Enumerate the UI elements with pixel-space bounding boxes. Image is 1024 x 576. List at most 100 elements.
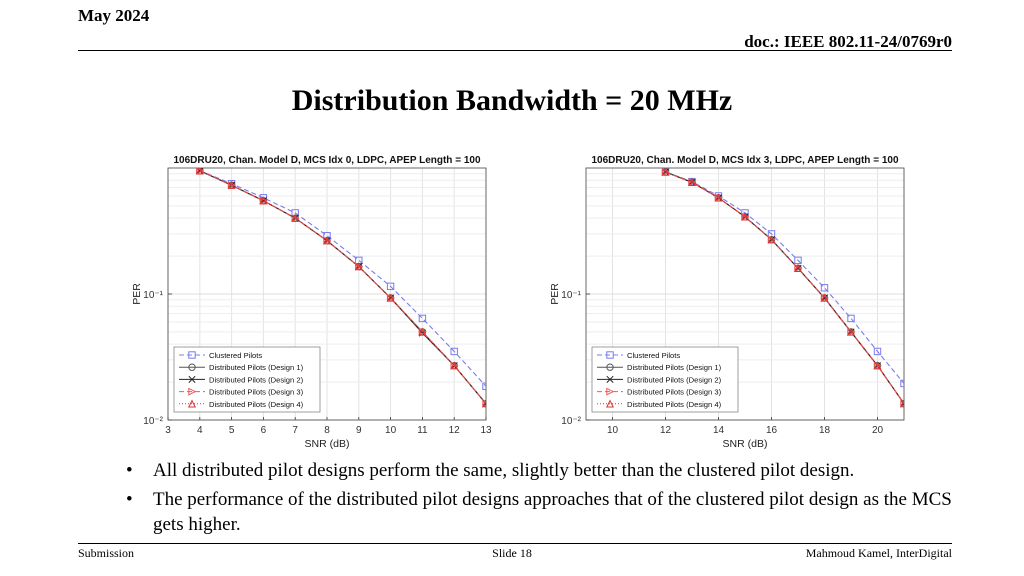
bullet-text: The performance of the distributed pilot…: [153, 489, 952, 535]
data-point: [820, 293, 829, 302]
legend-label: Distributed Pilots (Design 3): [209, 388, 304, 397]
data-point: [481, 399, 486, 408]
x-tick-label: 4: [197, 425, 203, 436]
legend-marker: [188, 363, 196, 371]
x-tick-label: 20: [872, 425, 884, 436]
legend-marker: [188, 351, 196, 359]
data-point: [661, 168, 670, 176]
slide-title: Distribution Bandwidth = 20 MHz: [291, 84, 733, 117]
legend-label: Distributed Pilots (Design 1): [627, 363, 722, 372]
per-chart-mcs0: 3 4 5 6 7 8 9 10 11 12 13 10⁻² 10⁻¹ 106DRU20, Chan. M…: [128, 150, 508, 450]
legend-marker: [187, 399, 197, 408]
data-point: [847, 314, 855, 323]
legend-marker: [606, 351, 614, 359]
data-point: [688, 178, 697, 187]
chart-title: 106DRU20, Chan. Model D, MCS Idx 0, LDPC…: [173, 155, 480, 166]
x-tick-label: 16: [766, 425, 778, 436]
x-tick-label: 12: [449, 425, 461, 436]
data-point: [794, 264, 803, 273]
y-tick-label: 10⁻²: [561, 416, 581, 427]
legend-label: Clustered Pilots: [209, 351, 262, 360]
footer-slide-number: Slide 18: [492, 546, 532, 560]
per-chart-mcs3: 10 12 14 16 18 20 10⁻² 10⁻¹ 106DRU20, Chan. Mode…: [546, 150, 926, 450]
y-tick-label: 10⁻¹: [143, 290, 163, 301]
data-point: [767, 235, 776, 244]
data-point: [714, 193, 723, 202]
legend-marker: [188, 375, 196, 383]
series-line: [199, 170, 486, 387]
y-axis-label: PER: [549, 283, 561, 305]
data-point: [195, 168, 204, 175]
legend-label: Distributed Pilots (Design 2): [627, 375, 722, 384]
data-point: [196, 168, 205, 175]
x-tick-label: 10: [385, 425, 397, 436]
series-group: [661, 168, 904, 388]
data-point: [482, 399, 486, 408]
data-point: [291, 213, 300, 222]
data-point: [386, 293, 395, 302]
data-point: [227, 181, 236, 190]
data-point: [450, 347, 458, 356]
footer-rule: [78, 543, 952, 544]
chart-svg: 3 4 5 6 7 8 9 10 11 12 13 10⁻² 10⁻¹ 106DRU20, Chan. M…: [131, 155, 492, 450]
x-tick-label: 11: [417, 425, 428, 436]
data-point: [323, 236, 332, 245]
data-point: [794, 256, 802, 265]
legend: Clustered Pilots Distributed Pilots (Desi…: [591, 346, 739, 413]
y-tick-label: 10⁻¹: [561, 290, 581, 301]
bullet-list: • All distributed pilot designs perform …: [126, 458, 956, 541]
data-point: [355, 262, 364, 271]
legend: Clustered Pilots Distributed Pilots (Desi…: [173, 346, 321, 413]
data-point: [259, 196, 268, 205]
data-point: [846, 327, 856, 336]
data-point: [661, 168, 670, 176]
data-point: [482, 382, 486, 391]
plot-frame: [585, 167, 905, 421]
bullet-item: • All distributed pilot designs perform …: [126, 458, 956, 483]
data-point: [687, 177, 697, 187]
data-point: [259, 196, 268, 205]
data-point: [386, 282, 395, 291]
chart-title: 106DRU20, Chan. Model D, MCS Idx 3, LDPC…: [591, 155, 898, 166]
x-tick-label: 13: [480, 425, 492, 436]
legend-marker: [606, 375, 614, 383]
data-point: [418, 314, 427, 323]
x-tick-label: 6: [261, 425, 267, 436]
data-point: [291, 214, 300, 223]
data-point: [820, 293, 829, 302]
x-axis-label: SNR (dB): [723, 438, 768, 450]
x-tick-label: 8: [324, 425, 330, 436]
bullet-dot: •: [126, 460, 133, 481]
data-point: [418, 327, 427, 336]
x-tick-label: 9: [356, 425, 362, 436]
bullet-item: • The performance of the distributed pil…: [126, 487, 956, 537]
legend-label: Clustered Pilots: [627, 351, 680, 360]
data-point: [899, 399, 904, 408]
legend-label: Distributed Pilots (Design 3): [627, 388, 722, 397]
x-axis-label: SNR (dB): [305, 438, 350, 450]
data-point: [873, 347, 882, 356]
legend-label: Distributed Pilots (Design 1): [209, 363, 304, 372]
y-axis-label: PER: [131, 283, 143, 305]
series-line: [199, 170, 486, 404]
series-line: [665, 171, 904, 384]
series-group: [661, 168, 904, 408]
data-point: [847, 327, 856, 336]
data-point: [354, 262, 363, 271]
bullet-text: All distributed pilot designs perform th…: [153, 460, 855, 481]
data-point: [767, 235, 776, 244]
footer-author: Mahmoud Kamel, InterDigital: [805, 546, 952, 560]
legend-label: Distributed Pilots (Design 4): [209, 400, 304, 409]
series-line: [665, 171, 904, 404]
legend-label: Distributed Pilots (Design 2): [209, 375, 304, 384]
data-point: [820, 284, 829, 292]
chart-svg: 10 12 14 16 18 20 10⁻² 10⁻¹ 106DRU20, Chan. Mode…: [549, 155, 905, 450]
x-tick-label: 14: [713, 425, 725, 436]
data-point: [793, 263, 803, 272]
x-tick-label: 7: [292, 425, 298, 436]
data-point: [418, 327, 427, 336]
data-point: [450, 361, 459, 370]
legend-marker: [606, 363, 614, 371]
header-doc-id: doc.: IEEE 802.11-24/0769r0: [744, 32, 952, 51]
legend-marker: [605, 399, 615, 408]
